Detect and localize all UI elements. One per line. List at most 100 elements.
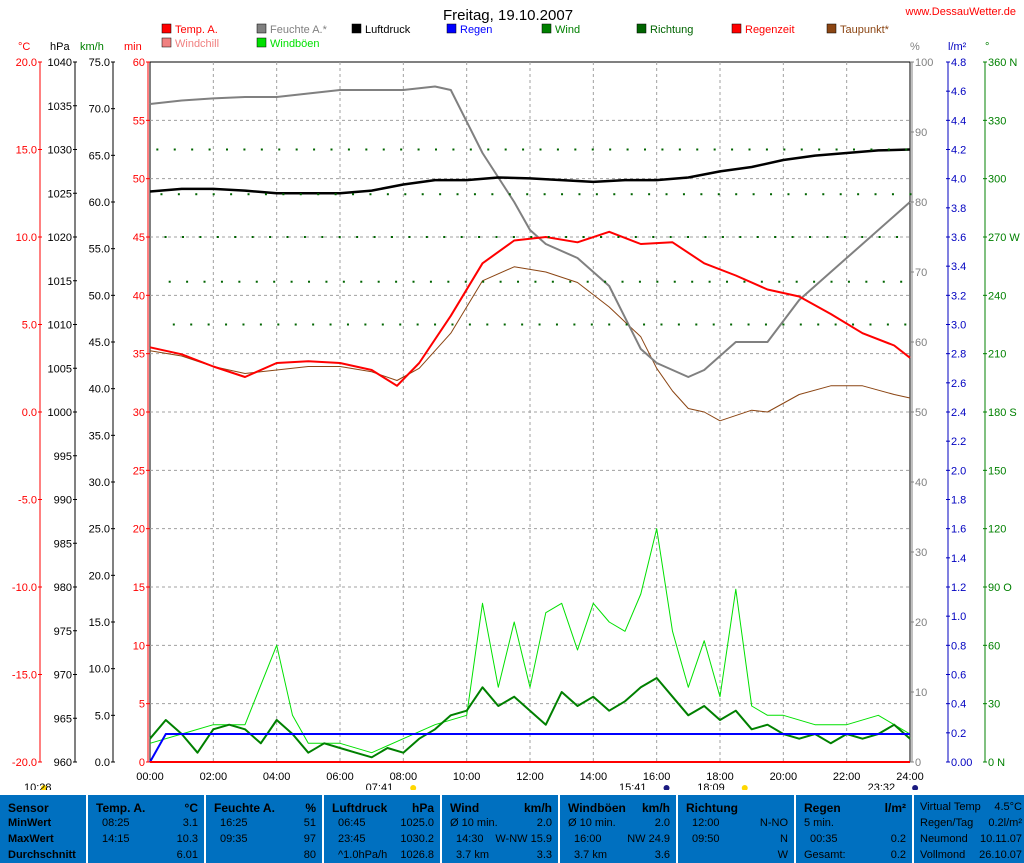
direction-dot bbox=[556, 148, 559, 151]
direction-dot bbox=[360, 280, 363, 283]
direction-dot bbox=[243, 148, 246, 151]
temp-tick-label: -15.0 bbox=[12, 670, 37, 682]
stats-direction-value-2: N bbox=[780, 833, 788, 845]
direction-dot bbox=[700, 193, 703, 196]
minutes-tick-label: 15 bbox=[133, 582, 145, 594]
stats-gust-column: Windböen km/h Ø 10 min. 2.0 16:00 NW 24.… bbox=[558, 795, 676, 863]
direction-tick-label: 150 bbox=[988, 465, 1006, 477]
direction-dot bbox=[504, 148, 507, 151]
direction-tick-label: 30 bbox=[988, 699, 1000, 711]
minutes-unit-label: min bbox=[124, 41, 142, 53]
direction-dot bbox=[691, 280, 694, 283]
temp-line bbox=[149, 230, 911, 387]
temp-tick-label: -10.0 bbox=[12, 582, 37, 594]
direction-dot bbox=[569, 280, 572, 283]
direction-dot bbox=[904, 323, 907, 326]
direction-dot bbox=[878, 236, 881, 238]
sunrise-marker bbox=[410, 785, 417, 790]
direction-dot bbox=[638, 280, 641, 283]
stats-wind-max-time: 14:30 bbox=[456, 833, 484, 845]
direction-dot bbox=[220, 280, 223, 283]
humidity-tick-label: 20 bbox=[915, 617, 927, 629]
rain-tick-label: 4.6 bbox=[951, 86, 966, 98]
direction-dot bbox=[678, 148, 681, 151]
direction-dot bbox=[299, 193, 302, 196]
website-link[interactable]: www.DessauWetter.de bbox=[905, 6, 1016, 18]
direction-dot bbox=[726, 280, 729, 283]
x-tick-label: 16:00 bbox=[643, 771, 671, 783]
direction-dot bbox=[195, 193, 198, 196]
temp-unit-label: °C bbox=[18, 41, 30, 53]
direction-dot bbox=[386, 193, 389, 196]
rain-tick-label: 1.4 bbox=[951, 553, 966, 565]
direction-dot bbox=[696, 148, 699, 151]
temp-tick-label: 20.0 bbox=[16, 57, 37, 69]
direction-dot bbox=[264, 193, 267, 196]
wind-tick-label: 35.0 bbox=[89, 430, 110, 442]
wind-tick-label: 25.0 bbox=[89, 524, 110, 536]
minutes-tick-label: 60 bbox=[133, 57, 145, 69]
minutes-tick-label: 10 bbox=[133, 640, 145, 652]
stats-rain-day-label: Regen/Tag bbox=[920, 817, 974, 829]
temp-tick-label: 10.0 bbox=[16, 232, 37, 244]
stats-virtual-temp-value: 4.5°C bbox=[994, 801, 1022, 813]
direction-dot bbox=[561, 193, 564, 196]
direction-dot bbox=[608, 323, 611, 326]
direction-tick-label: 60 bbox=[988, 640, 1000, 652]
direction-dot bbox=[604, 280, 607, 283]
direction-dot bbox=[460, 236, 463, 238]
pressure-tick-label: 960 bbox=[54, 757, 72, 769]
rain-tick-label: 4.0 bbox=[951, 174, 966, 186]
direction-dot bbox=[255, 280, 258, 283]
stats-temp-avg-value: 6.01 bbox=[176, 849, 198, 861]
x-tick-label: 08:00 bbox=[390, 771, 418, 783]
direction-dot bbox=[247, 193, 250, 196]
rain-tick-label: 4.2 bbox=[951, 145, 966, 157]
stats-rain-total-value: 0.2 bbox=[890, 849, 906, 861]
direction-dot bbox=[473, 193, 476, 196]
stats-gust-day-avg: 3.6 bbox=[654, 849, 670, 861]
direction-dot bbox=[499, 280, 502, 283]
direction-tick-label: 300 bbox=[988, 174, 1006, 186]
direction-dot bbox=[290, 280, 293, 283]
direction-dot bbox=[609, 148, 612, 151]
direction-dot bbox=[595, 193, 598, 196]
temp-tick-label: 0.0 bbox=[22, 407, 37, 419]
wind-tick-label: 45.0 bbox=[89, 337, 110, 349]
direction-dot bbox=[599, 236, 602, 238]
rain-tick-label: 2.0 bbox=[951, 465, 966, 477]
direction-dot bbox=[160, 193, 163, 196]
wind-tick-label: 5.0 bbox=[95, 710, 110, 722]
stats-humidity-max-time: 09:35 bbox=[220, 833, 248, 845]
legend-label: Windböen bbox=[270, 38, 320, 50]
direction-dot bbox=[743, 280, 746, 283]
legend-label: Luftdruck bbox=[365, 24, 411, 36]
stats-direction-value-1: N-NO bbox=[759, 817, 788, 829]
stats-humidity-unit: % bbox=[305, 801, 316, 815]
humidity-tick-label: 90 bbox=[915, 127, 927, 139]
direction-dot bbox=[486, 323, 489, 326]
direction-dot bbox=[199, 236, 202, 238]
direction-dot bbox=[234, 236, 237, 238]
direction-dot bbox=[882, 280, 885, 283]
prev-moon-marker bbox=[41, 785, 47, 790]
stats-temp-header: Temp. A. bbox=[96, 801, 146, 815]
direction-dot bbox=[730, 323, 733, 326]
stats-temp-min-time: 08:25 bbox=[102, 817, 130, 829]
chart-axes: 20.015.010.05.00.0-5.0-10.0-15.0-20.0104… bbox=[12, 41, 1020, 783]
direction-dot bbox=[539, 148, 542, 151]
legend-swatch bbox=[731, 23, 742, 34]
direction-dot bbox=[408, 236, 411, 238]
humidity-tick-label: 30 bbox=[915, 547, 927, 559]
legend-label: Windchill bbox=[175, 38, 219, 50]
direction-dot bbox=[242, 323, 245, 326]
stats-humidity-min-value: 51 bbox=[303, 817, 316, 829]
legend-swatch bbox=[256, 37, 267, 48]
stats-full-moon-value: 26.10.07 bbox=[979, 849, 1022, 861]
stats-humidity-header: Feuchte A. bbox=[214, 801, 275, 815]
direction-dot bbox=[421, 193, 424, 196]
direction-dot bbox=[783, 148, 786, 151]
minutes-tick-label: 45 bbox=[133, 232, 145, 244]
rain-tick-label: 3.4 bbox=[951, 261, 966, 273]
direction-dot bbox=[308, 280, 311, 283]
